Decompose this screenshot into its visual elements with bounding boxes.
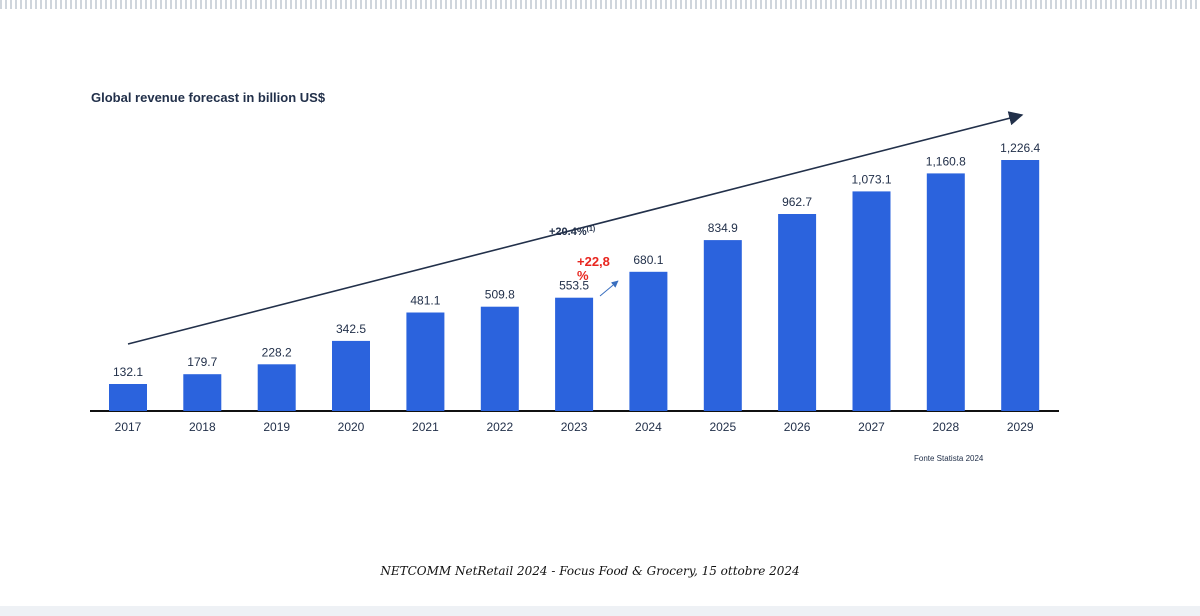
x-tick-2018: 2018: [189, 420, 216, 434]
source-note: Fonte Statista 2024: [914, 454, 984, 463]
bar-2027: [852, 191, 891, 411]
bars-group: [109, 160, 1040, 411]
value-label-2023: 553.5: [559, 279, 589, 293]
x-tick-2021: 2021: [412, 420, 439, 434]
growth-annotation-value: +22,8: [577, 254, 610, 269]
x-tick-2023: 2023: [561, 420, 588, 434]
value-label-2024: 680.1: [633, 253, 663, 267]
value-label-2020: 342.5: [336, 322, 366, 336]
growth-annotation-unit: %: [577, 268, 589, 283]
value-label-2028: 1,160.8: [926, 154, 966, 168]
value-label-2017: 132.1: [113, 365, 143, 379]
bar-2020: [332, 340, 370, 411]
growth-arrow: [599, 280, 619, 297]
value-label-2029: 1,226.4: [1000, 141, 1040, 155]
bar-2022: [480, 306, 519, 411]
bar-2028: [926, 173, 965, 411]
x-tick-2028: 2028: [932, 420, 959, 434]
bar-2019: [257, 364, 296, 411]
x-tick-2026: 2026: [784, 420, 811, 434]
x-tick-2017: 2017: [115, 420, 142, 434]
value-label-2026: 962.7: [782, 195, 812, 209]
x-tick-2022: 2022: [486, 420, 513, 434]
bar-2017: [109, 384, 147, 411]
cagr-annotation-label: +20.4%(1): [549, 226, 595, 238]
x-tick-2029: 2029: [1007, 420, 1034, 434]
value-label-2019: 228.2: [262, 345, 292, 359]
bar-2021: [406, 312, 445, 411]
x-tick-2019: 2019: [263, 420, 290, 434]
cagr-trend-arrow: [127, 111, 1024, 345]
footer-caption: NETCOMM NetRetail 2024 - Focus Food & Gr…: [380, 564, 800, 578]
x-tick-2025: 2025: [709, 420, 736, 434]
bar-2024: [629, 271, 668, 411]
x-tick-labels-group: 2017 2018 2019 2020 2021 2022 2023 2024 2025 2026…: [115, 420, 1034, 434]
value-label-2018: 179.7: [187, 355, 217, 369]
bar-2029: [1001, 160, 1040, 411]
x-tick-2024: 2024: [635, 420, 662, 434]
chart-title: Global revenue forecast in billion US$: [91, 90, 326, 105]
value-label-2022: 509.8: [485, 288, 515, 302]
value-label-2027: 1,073.1: [851, 172, 891, 186]
top-dotted-rule: [0, 0, 1200, 9]
bar-2018: [183, 374, 222, 411]
value-label-2021: 481.1: [410, 294, 440, 308]
bar-2026: [778, 214, 817, 411]
x-tick-2027: 2027: [858, 420, 885, 434]
x-tick-2020: 2020: [338, 420, 365, 434]
bottom-strip: [0, 606, 1200, 616]
bar-2025: [703, 240, 742, 411]
bar-2023: [555, 297, 594, 411]
value-labels-group: 132.1 179.7 228.2 342.5 481.1 509.8 553.5 680.1…: [113, 141, 1041, 379]
value-label-2025: 834.9: [708, 221, 738, 235]
